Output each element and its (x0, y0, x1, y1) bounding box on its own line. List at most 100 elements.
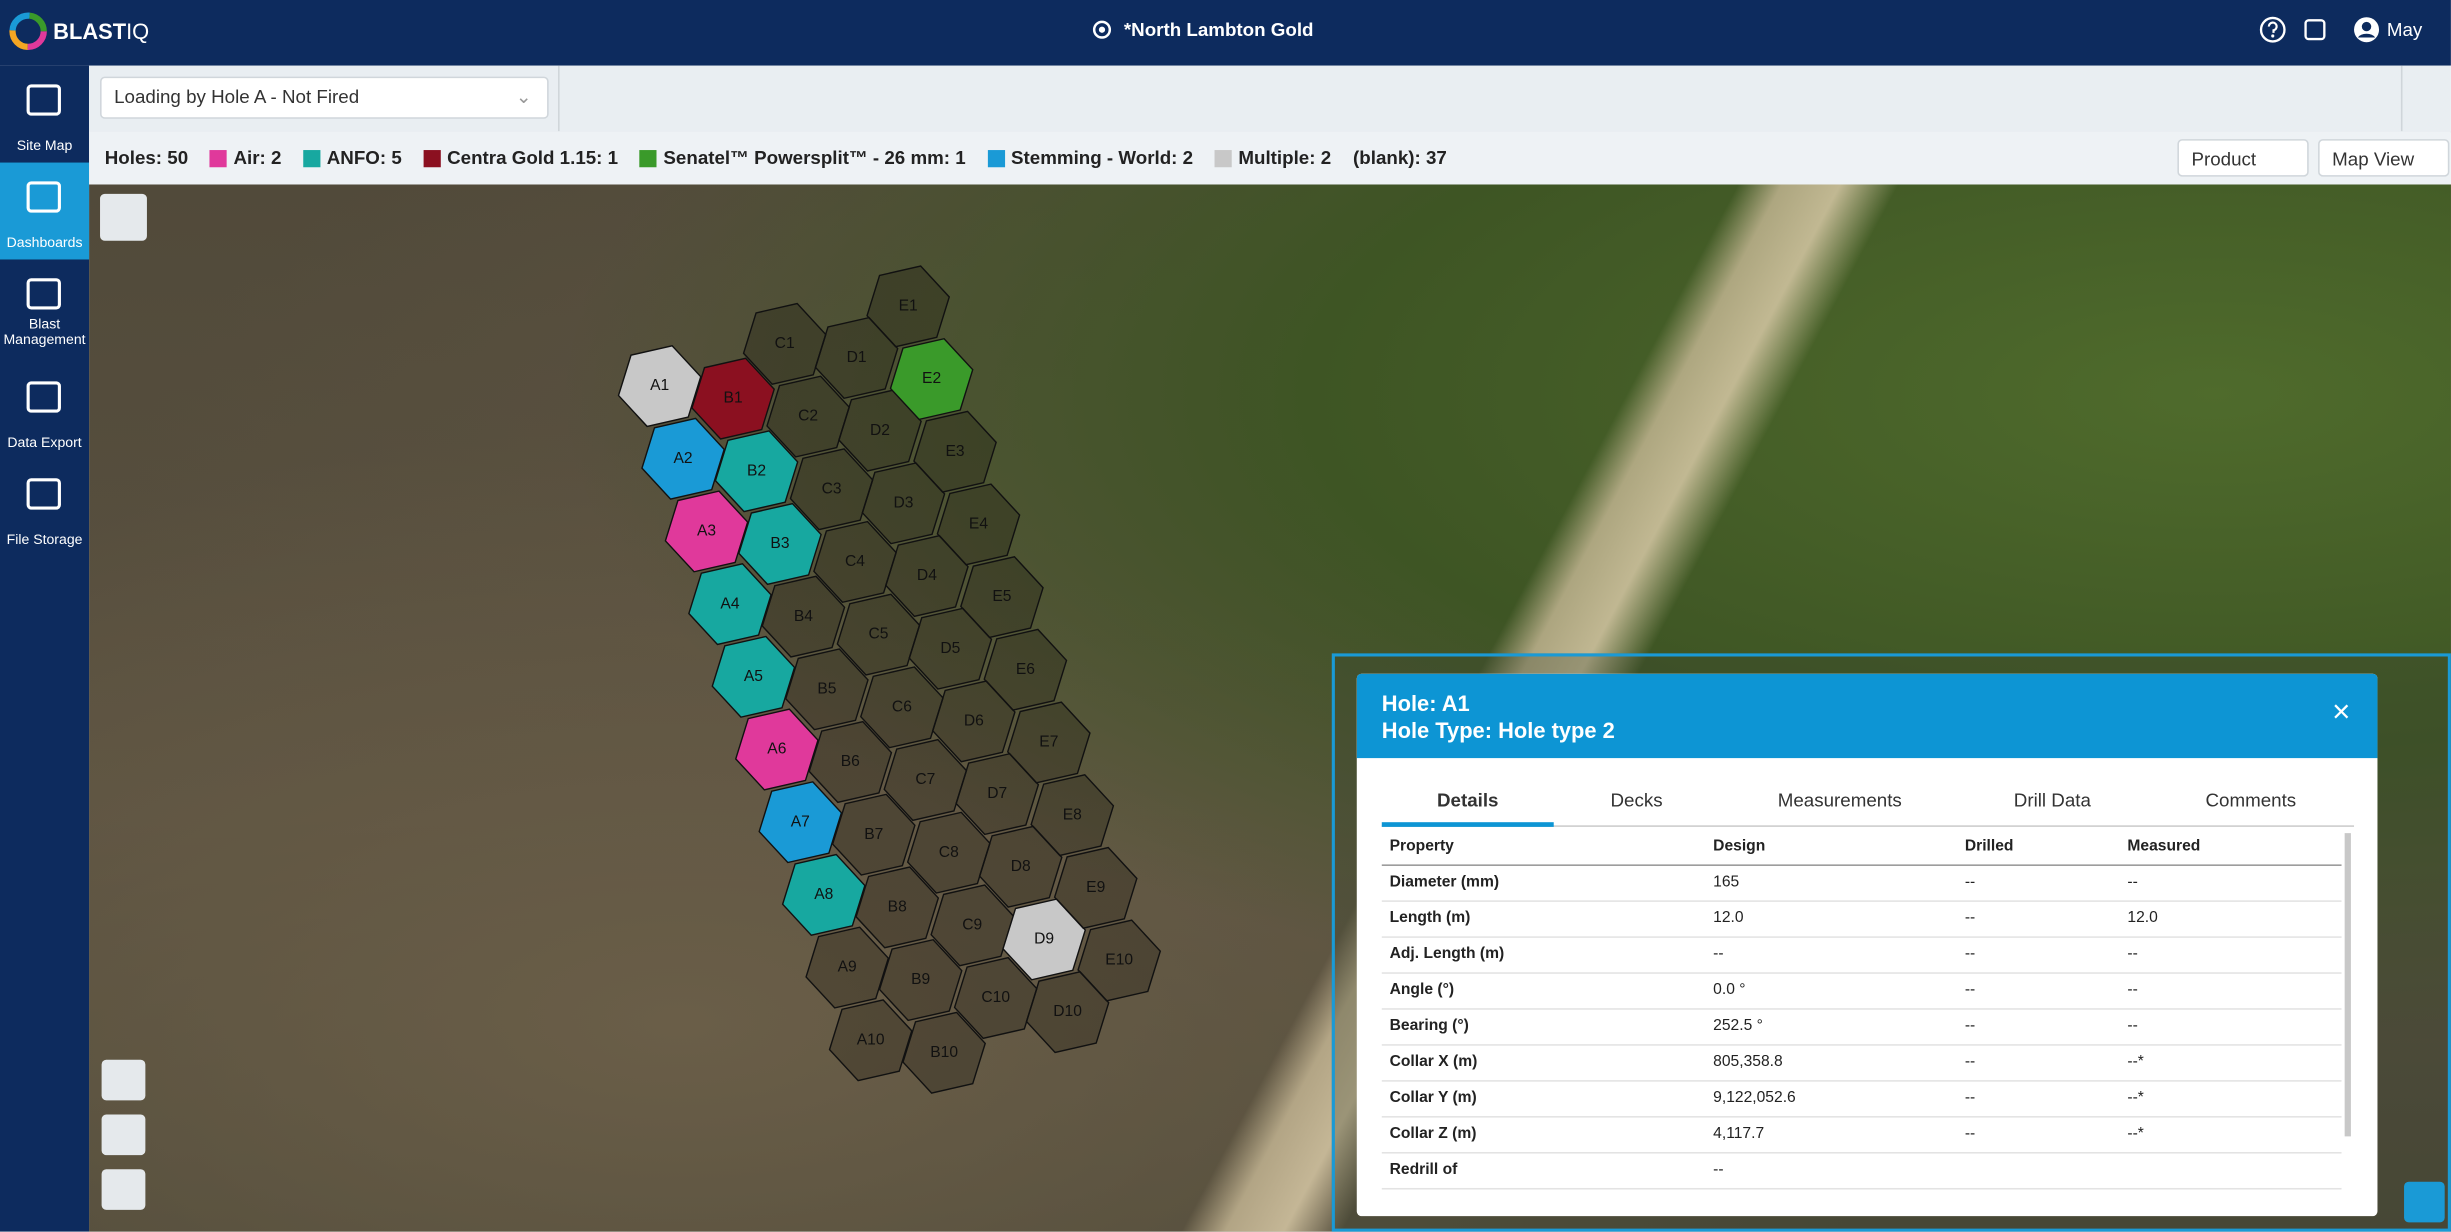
nav-icon (26, 478, 61, 510)
hole-cell[interactable] (913, 410, 997, 493)
site-name[interactable]: *North Lambton Gold (1123, 18, 1314, 41)
property-value: 252.5 ° (1713, 1017, 1763, 1035)
nav-item[interactable]: Dashboards (0, 162, 90, 260)
hole-cell[interactable] (714, 430, 799, 513)
hole-cell[interactable] (861, 462, 946, 545)
hole-cell[interactable] (908, 607, 993, 690)
property-value: 12.0 (1713, 909, 1744, 927)
hole-cell[interactable] (838, 389, 922, 472)
tab[interactable]: Measurements (1777, 789, 1902, 812)
hole-cell[interactable] (691, 357, 775, 440)
property-value: -- (1964, 1089, 1976, 1107)
hole-label: C3 (822, 480, 842, 497)
hole-cell[interactable] (758, 781, 843, 864)
hole-cell[interactable] (711, 635, 796, 718)
tab[interactable]: Details (1436, 789, 1499, 812)
hole-cell[interactable] (814, 316, 899, 400)
row-rule (1381, 936, 2342, 938)
hole-cell[interactable] (866, 265, 951, 348)
tab[interactable]: Decks (1610, 789, 1663, 812)
nav-item[interactable]: Blast Management (0, 259, 89, 356)
hole-label: D1 (847, 349, 867, 366)
hole-cell[interactable] (931, 680, 1016, 763)
column-header: Drilled (1964, 837, 2014, 856)
property-value: 12.0 (2127, 909, 2158, 927)
property-name: Length (m) (1389, 909, 1471, 927)
hole-cell[interactable] (855, 866, 940, 949)
nav-icon (26, 181, 61, 213)
visibility-tool[interactable] (101, 1169, 146, 1210)
hole-cell[interactable] (1053, 846, 1138, 929)
brand: BLASTIQ (53, 19, 149, 44)
nav-item[interactable]: Site Map (0, 66, 89, 163)
hole-cell[interactable] (617, 344, 702, 428)
hole-label: B5 (817, 680, 836, 697)
panel-toggle[interactable] (2404, 1181, 2445, 1223)
user-name[interactable]: May (2386, 18, 2423, 41)
layers-tool[interactable] (101, 1114, 146, 1156)
legend-item: Holes: 50 (105, 147, 188, 169)
property-name: Diameter (mm) (1389, 873, 1500, 891)
hole-cell[interactable] (784, 648, 869, 731)
hole-cell[interactable] (955, 752, 1040, 836)
nav-item[interactable]: File Storage (0, 460, 89, 557)
tab[interactable]: Comments (2205, 789, 2297, 812)
property-value: -- (1713, 945, 1724, 963)
hole-cell[interactable] (878, 938, 963, 1022)
hole-cell[interactable] (761, 575, 846, 658)
hole-label: C4 (845, 553, 865, 570)
hole-cell[interactable] (978, 825, 1063, 908)
property-value: --* (2127, 1089, 2144, 1107)
map-tool[interactable] (100, 193, 147, 241)
hole-label: A3 (697, 523, 716, 540)
hole-cell[interactable] (960, 555, 1044, 639)
legend-item: (blank): 37 (1353, 147, 1447, 169)
site-icon (1092, 20, 1112, 39)
active-tab-indicator (1381, 822, 1554, 827)
property-value: -- (2127, 873, 2138, 891)
close-button[interactable]: × (2332, 695, 2351, 730)
hole-cell[interactable] (738, 502, 822, 586)
hole-cell[interactable] (1006, 701, 1091, 784)
legend-label: Holes: 50 (104, 146, 189, 169)
hole-cell[interactable] (889, 337, 974, 421)
hole-cell[interactable] (1002, 898, 1087, 981)
hole-cell[interactable] (936, 483, 1021, 566)
legend-item: Senatel™ Powersplit™ - 26 mm: 1 (639, 147, 966, 169)
user-icon[interactable] (2352, 16, 2380, 44)
hole-cell[interactable] (688, 563, 772, 646)
hole-label: C10 (981, 989, 1010, 1006)
hole-cell[interactable] (808, 720, 893, 804)
guide-button[interactable] (2400, 65, 2451, 132)
hole-label: D3 (893, 494, 913, 511)
measure-tool[interactable] (101, 1059, 146, 1101)
hole-cell[interactable] (902, 1011, 987, 1094)
product-select[interactable]: Product (2177, 139, 2309, 177)
notifications-icon[interactable] (2301, 16, 2329, 44)
nav-label: File Storage (6, 531, 83, 548)
hole-cell[interactable] (983, 628, 1068, 711)
loading-select[interactable]: Loading by Hole A - Not Fired ⌄ (100, 76, 549, 119)
hole-cell[interactable] (641, 417, 725, 500)
hole-cell[interactable] (781, 853, 866, 936)
hole-cell[interactable] (831, 793, 916, 876)
hole-cell[interactable] (664, 490, 749, 573)
legend-swatch (423, 149, 441, 167)
hole-cell[interactable] (828, 999, 913, 1082)
hole-cell[interactable] (1030, 774, 1115, 857)
hole-label: A5 (744, 668, 763, 685)
hole-cell[interactable] (1025, 971, 1110, 1054)
help-icon[interactable] (2259, 16, 2287, 44)
hole-cell[interactable] (1077, 919, 1162, 1002)
view-select[interactable]: Map View (2318, 139, 2450, 177)
nav-item[interactable]: Data Export (0, 363, 89, 460)
hole-cell[interactable] (805, 926, 890, 1009)
hole-cell[interactable] (734, 708, 819, 791)
property-value: 165 (1713, 873, 1740, 891)
legend-item: Centra Gold 1.15: 1 (423, 147, 618, 169)
hole-label: C2 (798, 408, 818, 425)
hole-cell[interactable] (885, 534, 969, 618)
scrollbar[interactable] (2344, 833, 2351, 1137)
tab[interactable]: Drill Data (2013, 789, 2091, 812)
header-rule (1381, 864, 2342, 866)
